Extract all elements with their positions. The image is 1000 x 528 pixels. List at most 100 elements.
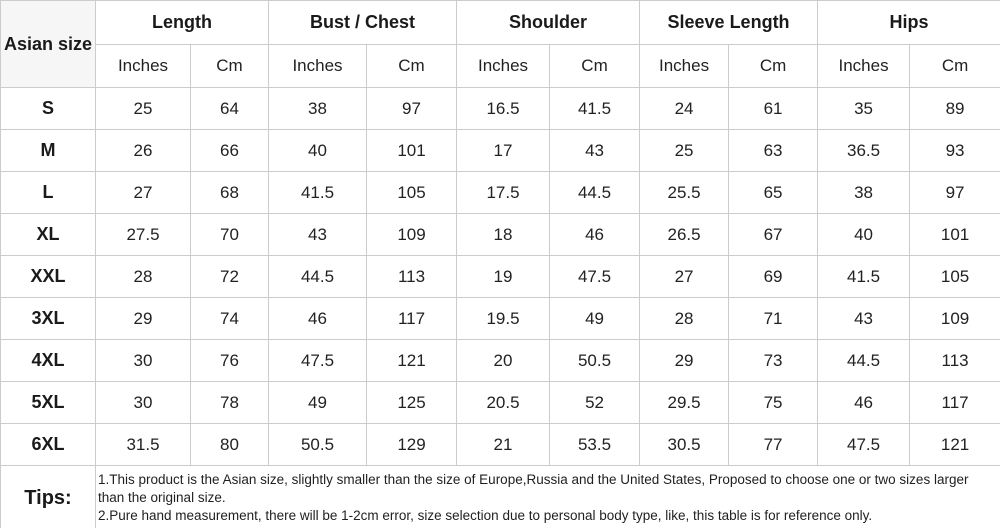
column-group-shoulder: Shoulder xyxy=(456,0,641,45)
size-label: 6XL xyxy=(0,423,96,466)
value-cm-cell: 93 xyxy=(909,129,1000,172)
value-inches-cell: 20 xyxy=(456,339,551,382)
value-inches-cell: 43 xyxy=(268,213,367,256)
size-label: 3XL xyxy=(0,297,96,340)
value-inches-cell: 17 xyxy=(456,129,551,172)
unit-header-inches: Inches xyxy=(639,44,730,88)
value-inches-cell: 28 xyxy=(95,255,191,298)
value-cm-cell: 101 xyxy=(365,129,458,172)
value-inches-cell: 41.5 xyxy=(268,171,367,214)
size-label: M xyxy=(0,129,96,172)
value-cm-cell: 66 xyxy=(190,129,269,172)
table-row: XXL 28 72 44.5 113 19 47.5 27 69 41.5 105 xyxy=(0,255,1000,298)
value-cm-cell: 89 xyxy=(909,87,1000,130)
value-cm-cell: 61 xyxy=(728,87,819,130)
value-cm-cell: 76 xyxy=(190,339,269,382)
value-inches-cell: 36.5 xyxy=(817,129,911,172)
value-cm-cell: 43 xyxy=(549,129,641,172)
value-cm-cell: 71 xyxy=(728,297,819,340)
size-label: S xyxy=(0,87,96,130)
value-cm-cell: 65 xyxy=(728,171,819,214)
value-inches-cell: 19.5 xyxy=(456,297,551,340)
value-cm-cell: 97 xyxy=(909,171,1000,214)
value-cm-cell: 109 xyxy=(365,213,458,256)
value-inches-cell: 27 xyxy=(639,255,730,298)
unit-header-inches: Inches xyxy=(95,44,191,88)
value-cm-cell: 78 xyxy=(190,381,269,424)
unit-header-cm: Cm xyxy=(728,44,819,88)
size-label: XXL xyxy=(0,255,96,298)
value-cm-cell: 49 xyxy=(549,297,641,340)
value-cm-cell: 69 xyxy=(728,255,819,298)
value-cm-cell: 105 xyxy=(365,171,458,214)
value-cm-cell: 97 xyxy=(365,87,458,130)
unit-header-inches: Inches xyxy=(268,44,367,88)
unit-header-cm: Cm xyxy=(190,44,269,88)
value-inches-cell: 46 xyxy=(817,381,911,424)
value-cm-cell: 63 xyxy=(728,129,819,172)
value-inches-cell: 50.5 xyxy=(268,423,367,466)
value-cm-cell: 101 xyxy=(909,213,1000,256)
header-group-row: Asian size Length Bust / Chest Shoulder … xyxy=(0,0,1000,88)
value-cm-cell: 53.5 xyxy=(549,423,641,466)
size-table-body: S 25 64 38 97 16.5 41.5 24 61 35 89 M 26 66 40 101 17 43 2… xyxy=(0,87,1000,466)
value-inches-cell: 25 xyxy=(639,129,730,172)
value-inches-cell: 25 xyxy=(95,87,191,130)
table-row: L 27 68 41.5 105 17.5 44.5 25.5 65 38 97 xyxy=(0,171,1000,214)
value-inches-cell: 43 xyxy=(817,297,911,340)
value-inches-cell: 44.5 xyxy=(817,339,911,382)
value-cm-cell: 80 xyxy=(190,423,269,466)
value-cm-cell: 75 xyxy=(728,381,819,424)
value-inches-cell: 29.5 xyxy=(639,381,730,424)
value-cm-cell: 68 xyxy=(190,171,269,214)
value-cm-cell: 72 xyxy=(190,255,269,298)
value-cm-cell: 109 xyxy=(909,297,1000,340)
value-inches-cell: 35 xyxy=(817,87,911,130)
size-label: XL xyxy=(0,213,96,256)
value-inches-cell: 28 xyxy=(639,297,730,340)
value-inches-cell: 26 xyxy=(95,129,191,172)
table-row: 4XL 30 76 47.5 121 20 50.5 29 73 44.5 113 xyxy=(0,339,1000,382)
value-inches-cell: 30.5 xyxy=(639,423,730,466)
unit-header-inches: Inches xyxy=(456,44,551,88)
value-cm-cell: 44.5 xyxy=(549,171,641,214)
unit-header-cm: Cm xyxy=(909,44,1000,88)
value-inches-cell: 26.5 xyxy=(639,213,730,256)
value-cm-cell: 70 xyxy=(190,213,269,256)
value-inches-cell: 40 xyxy=(268,129,367,172)
value-inches-cell: 29 xyxy=(639,339,730,382)
value-inches-cell: 30 xyxy=(95,381,191,424)
column-group-bust-chest: Bust / Chest xyxy=(267,0,458,45)
tips-text: 1.This product is the Asian size, slight… xyxy=(94,465,1000,528)
value-inches-cell: 19 xyxy=(456,255,551,298)
tips-row: Tips: 1.This product is the Asian size, … xyxy=(0,465,1000,528)
value-inches-cell: 27.5 xyxy=(95,213,191,256)
value-cm-cell: 125 xyxy=(365,381,458,424)
value-inches-cell: 25.5 xyxy=(639,171,730,214)
value-cm-cell: 52 xyxy=(549,381,641,424)
value-inches-cell: 38 xyxy=(817,171,911,214)
value-cm-cell: 113 xyxy=(365,255,458,298)
table-row: S 25 64 38 97 16.5 41.5 24 61 35 89 xyxy=(0,87,1000,130)
table-row: 5XL 30 78 49 125 20.5 52 29.5 75 46 117 xyxy=(0,381,1000,424)
table-row: 3XL 29 74 46 117 19.5 49 28 71 43 109 xyxy=(0,297,1000,340)
value-cm-cell: 64 xyxy=(190,87,269,130)
value-inches-cell: 30 xyxy=(95,339,191,382)
value-cm-cell: 46 xyxy=(549,213,641,256)
value-inches-cell: 49 xyxy=(268,381,367,424)
value-inches-cell: 16.5 xyxy=(456,87,551,130)
size-label: 5XL xyxy=(0,381,96,424)
value-cm-cell: 67 xyxy=(728,213,819,256)
value-inches-cell: 18 xyxy=(456,213,551,256)
corner-header-asian-size: Asian size xyxy=(0,0,96,88)
value-inches-cell: 31.5 xyxy=(95,423,191,466)
value-cm-cell: 113 xyxy=(909,339,1000,382)
value-cm-cell: 117 xyxy=(365,297,458,340)
value-cm-cell: 121 xyxy=(909,423,1000,466)
value-inches-cell: 27 xyxy=(95,171,191,214)
value-inches-cell: 24 xyxy=(639,87,730,130)
tips-label: Tips: xyxy=(0,465,96,528)
value-cm-cell: 121 xyxy=(365,339,458,382)
